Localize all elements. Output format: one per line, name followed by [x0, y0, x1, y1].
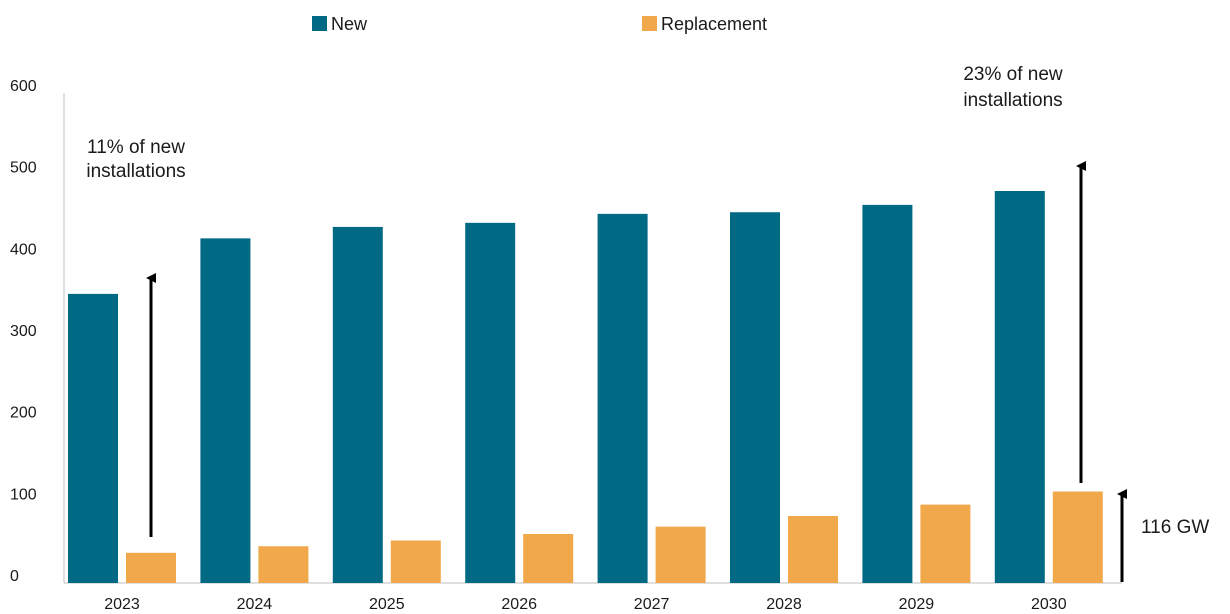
- annotation-right-line2: installations: [963, 90, 1062, 111]
- legend: New Replacement: [312, 14, 767, 34]
- bar-replacement-2027: [655, 526, 706, 583]
- bar-new-2024: [200, 238, 251, 583]
- x-tick-label: 2024: [237, 596, 273, 613]
- y-tick-label: 500: [10, 160, 37, 177]
- legend-label-replacement: Replacement: [661, 14, 767, 34]
- bar-replacement-2028: [788, 516, 838, 583]
- y-tick-label: 600: [10, 78, 37, 95]
- y-tick-label: 200: [10, 405, 37, 422]
- bar-replacement-2024: [258, 546, 309, 583]
- x-tick-label: 2028: [766, 596, 802, 613]
- legend-swatch-replacement: [642, 16, 657, 31]
- bar-new-2025: [332, 226, 383, 583]
- x-tick-label: 2026: [501, 596, 537, 613]
- x-tick-label: 2027: [634, 596, 670, 613]
- y-tick-label: 0: [10, 568, 19, 585]
- x-tick-label: 2025: [369, 596, 405, 613]
- annotation-gw-label: 116 GW: [1141, 517, 1209, 538]
- bar-new-2028: [730, 212, 780, 583]
- x-tick-label: 2023: [104, 596, 140, 613]
- bars: [68, 191, 1103, 583]
- bar-new-2026: [465, 222, 516, 583]
- bar-new-2027: [597, 213, 648, 583]
- bar-replacement-2023: [126, 552, 176, 583]
- bar-replacement-2025: [390, 540, 441, 583]
- bar-replacement-2026: [523, 534, 574, 583]
- x-tick-label: 2030: [1031, 596, 1067, 613]
- y-tick-label: 300: [10, 323, 37, 340]
- legend-swatch-new: [312, 16, 327, 31]
- bar-replacement-2029: [920, 504, 971, 583]
- legend-label-new: New: [331, 14, 368, 34]
- y-axis: 0 100 200 300 400 500 600: [10, 78, 65, 585]
- annotation-left-line2: installations: [86, 161, 185, 182]
- bar-new-2030: [994, 191, 1045, 583]
- bar-replacement-2030: [1052, 491, 1103, 583]
- annotation-left-line1: 11% of new: [87, 137, 185, 158]
- annotations: 11% of new installations 23% of new inst…: [86, 64, 1209, 582]
- y-tick-label: 100: [10, 486, 37, 503]
- bar-new-2023: [68, 293, 118, 583]
- x-axis: 2023 2024 2025 2026 2027 2028 2029 2030: [64, 582, 1122, 613]
- x-tick-label: 2029: [899, 596, 935, 613]
- bar-new-2029: [862, 204, 913, 583]
- annotation-right-line1: 23% of new: [963, 64, 1063, 85]
- y-tick-label: 400: [10, 241, 37, 258]
